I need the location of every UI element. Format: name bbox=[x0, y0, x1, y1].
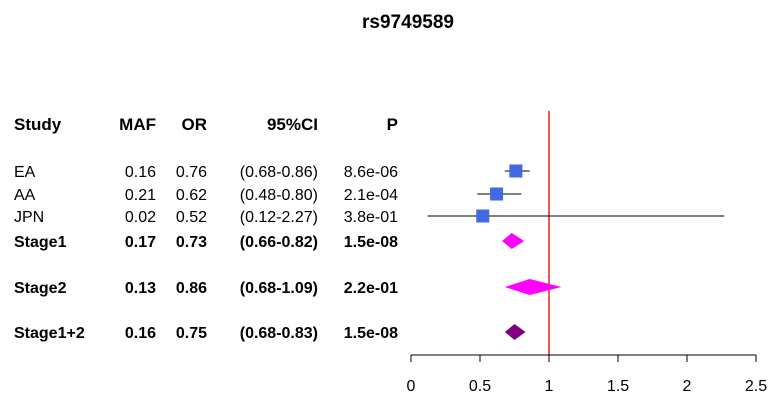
row-2-or-square bbox=[476, 209, 490, 223]
row-1-ci: (0.48-0.80) bbox=[240, 187, 318, 204]
study-table: EA 0.16 0.76 (0.68-0.86) 8.6e-06 AA 0.21 0.62 (0… bbox=[14, 164, 398, 342]
x-tick-label-3: 1.5 bbox=[607, 378, 629, 395]
x-tick-label-2: 1 bbox=[545, 378, 554, 395]
row-0-study: EA bbox=[14, 164, 36, 181]
row-4-p: 2.2e-01 bbox=[344, 280, 398, 297]
row-5-summary-diamond bbox=[504, 324, 526, 340]
row-1-or: 0.62 bbox=[176, 187, 207, 204]
row-1-p: 2.1e-04 bbox=[344, 187, 398, 204]
row-5-p: 1.5e-08 bbox=[344, 325, 398, 342]
row-0-p: 8.6e-06 bbox=[344, 164, 398, 181]
row-4-maf: 0.13 bbox=[125, 280, 156, 297]
x-tick-label-0: 0 bbox=[407, 378, 416, 395]
row-5-or: 0.75 bbox=[176, 325, 207, 342]
header-or: OR bbox=[182, 115, 208, 134]
row-5-ci: (0.68-0.83) bbox=[240, 325, 318, 342]
header-p: P bbox=[387, 115, 398, 134]
row-2-p: 3.8e-01 bbox=[344, 209, 398, 226]
header-study: Study bbox=[14, 115, 62, 134]
row-4-summary-diamond bbox=[504, 279, 562, 295]
row-0-or: 0.76 bbox=[176, 164, 207, 181]
row-2-maf: 0.02 bbox=[125, 209, 156, 226]
row-0-or-square bbox=[509, 164, 523, 178]
row-5-maf: 0.16 bbox=[125, 325, 156, 342]
row-3-study: Stage1 bbox=[14, 234, 67, 251]
x-tick-label-1: 0.5 bbox=[469, 378, 491, 395]
row-0-maf: 0.16 bbox=[125, 164, 156, 181]
x-axis: 0 0.5 1 1.5 2 2.5 bbox=[407, 354, 767, 395]
row-1-or-square bbox=[490, 187, 504, 201]
row-2-ci: (0.12-2.27) bbox=[240, 209, 318, 226]
row-3-ci: (0.66-0.82) bbox=[240, 234, 318, 251]
x-tick-label-5: 2.5 bbox=[745, 378, 767, 395]
row-3-or: 0.73 bbox=[176, 234, 207, 251]
column-headers: Study MAF OR 95%CI P bbox=[14, 115, 398, 134]
row-1-maf: 0.21 bbox=[125, 187, 156, 204]
x-tick-label-4: 2 bbox=[683, 378, 692, 395]
row-2-or: 0.52 bbox=[176, 209, 207, 226]
row-3-maf: 0.17 bbox=[125, 234, 156, 251]
row-3-summary-diamond bbox=[502, 233, 525, 249]
header-maf: MAF bbox=[119, 115, 156, 134]
row-4-or: 0.86 bbox=[176, 280, 207, 297]
chart-title: rs9749589 bbox=[362, 12, 454, 33]
row-1-study: AA bbox=[14, 187, 36, 204]
header-ci: 95%CI bbox=[267, 115, 318, 134]
row-3-p: 1.5e-08 bbox=[344, 234, 398, 251]
plot-marks bbox=[427, 111, 725, 355]
row-5-study: Stage1+2 bbox=[14, 325, 85, 342]
row-2-study: JPN bbox=[14, 209, 44, 226]
row-0-ci: (0.68-0.86) bbox=[240, 164, 318, 181]
row-4-study: Stage2 bbox=[14, 280, 67, 297]
row-4-ci: (0.68-1.09) bbox=[240, 280, 318, 297]
